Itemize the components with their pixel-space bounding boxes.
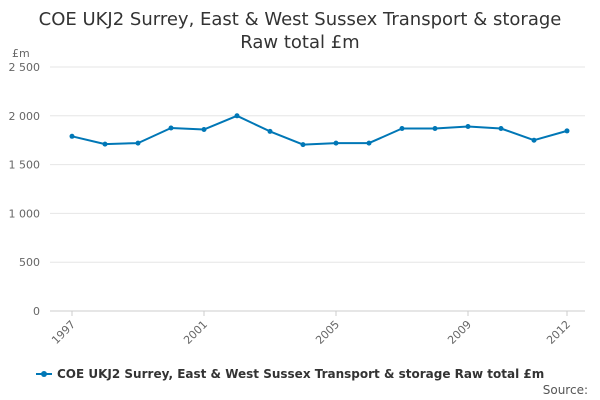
y-tick-label: 500 [19, 256, 40, 269]
data-point [531, 137, 537, 143]
data-point [498, 125, 504, 131]
x-tick-label: 2001 [181, 318, 210, 347]
chart-title-line-2: Raw total £m [240, 32, 360, 53]
series-line [71, 114, 568, 146]
data-point [201, 126, 207, 132]
y-tick-label: 2 500 [9, 61, 41, 74]
data-point [300, 142, 306, 148]
source-label: Source: [542, 383, 588, 397]
x-tick-label: 2009 [445, 318, 474, 347]
y-axis-label: £m [12, 47, 30, 60]
data-point [465, 124, 471, 130]
legend[interactable]: COE UKJ2 Surrey, East & West Sussex Tran… [36, 364, 544, 384]
data-point [102, 141, 108, 147]
legend-series-label: COE UKJ2 Surrey, East & West Sussex Tran… [57, 367, 545, 381]
data-point [366, 140, 372, 146]
y-tick-label: 2 000 [9, 110, 41, 123]
data-point [564, 128, 570, 134]
data-point [333, 140, 339, 146]
y-tick-label: 1 500 [9, 159, 41, 172]
data-point [234, 113, 240, 119]
y-tick-label: 0 [33, 305, 40, 318]
x-tick-label: 2005 [313, 318, 342, 347]
chart-title-line-1: COE UKJ2 Surrey, East & West Sussex Tran… [38, 9, 562, 30]
data-point [135, 140, 141, 146]
x-tick-label: 1997 [49, 318, 78, 347]
data-point [432, 125, 438, 131]
data-point [267, 128, 273, 134]
data-point [168, 125, 174, 131]
chart-title: COE UKJ2 Surrey, East & West Sussex Tran… [0, 8, 600, 54]
legend-series-marker [36, 368, 52, 380]
y-tick-label: 1 000 [9, 207, 41, 220]
data-point [399, 125, 405, 131]
x-tick-label: 2012 [544, 318, 573, 347]
data-point [69, 133, 75, 139]
